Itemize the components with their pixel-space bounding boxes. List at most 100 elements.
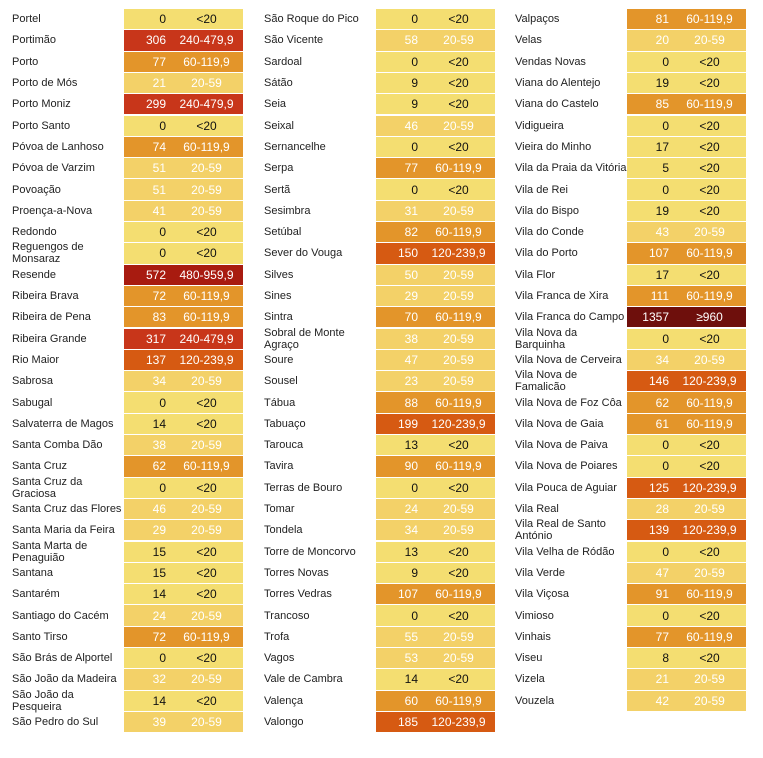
table-row: Sardoal 0 <20 xyxy=(264,51,504,72)
municipality-name: Velas xyxy=(515,34,542,47)
class-cell: 60-119,9 xyxy=(422,392,495,413)
value-cell: 62 xyxy=(124,456,170,477)
value-cell: 46 xyxy=(376,115,422,136)
table-row: Vila Real 28 20-59 xyxy=(515,498,755,520)
class-cell: <20 xyxy=(673,200,746,221)
municipality-name: Porto xyxy=(12,55,39,68)
municipality-name: Torre de Moncorvo xyxy=(264,545,356,558)
value-cell: 28 xyxy=(627,498,673,520)
class-cell: <20 xyxy=(673,264,746,285)
class-cell: 20-59 xyxy=(170,669,243,690)
municipality-name: Sátão xyxy=(264,77,293,90)
municipality-name: Tondela xyxy=(264,524,303,537)
municipality-name: Vila de Rei xyxy=(515,183,568,196)
table-row: Vila Real de Santo António 139 120-239,9 xyxy=(515,518,755,542)
value-cell: 13 xyxy=(376,541,422,562)
municipality-name: Santa Marta de Penaguião xyxy=(12,539,88,564)
class-cell: <20 xyxy=(170,243,243,264)
municipality-name: Santiago do Cacém xyxy=(12,609,109,622)
value-cell: 24 xyxy=(124,605,170,626)
value-cell: 47 xyxy=(627,562,673,584)
value-cell: 0 xyxy=(124,115,170,136)
value-cell: 14 xyxy=(124,690,170,711)
municipality-name: Povoação xyxy=(12,183,61,196)
value-cell: 61 xyxy=(627,413,673,434)
municipality-name: Ribeira Brava xyxy=(12,290,79,303)
value-cell: 72 xyxy=(124,285,170,307)
table-row: Seia 9 <20 xyxy=(264,94,504,115)
table-row: Santa Maria da Feira 29 20-59 xyxy=(12,520,252,541)
table-row: Santarém 14 <20 xyxy=(12,584,252,605)
municipality-name: Sobral de Monte Agraço xyxy=(264,326,345,351)
table-row: São Pedro do Sul 39 20-59 xyxy=(12,711,252,733)
class-cell: <20 xyxy=(673,648,746,669)
table-row: Santa Marta de Penaguião 15 <20 xyxy=(12,539,252,564)
table-row: Vila Nova de Famalicão 146 120-239,9 xyxy=(515,369,755,393)
class-cell: 60-119,9 xyxy=(673,285,746,307)
municipality-name: Santa Maria da Feira xyxy=(12,524,115,537)
class-cell: 20-59 xyxy=(422,349,495,371)
value-cell: 5 xyxy=(627,158,673,179)
table-row: Valpaços 81 60-119,9 xyxy=(515,9,755,30)
municipality-name: Torres Vedras xyxy=(264,588,332,601)
value-cell: 41 xyxy=(124,200,170,221)
value-cell: 9 xyxy=(376,72,422,94)
municipality-name: Vila Nova de Cerveira xyxy=(515,353,622,366)
class-cell: 20-59 xyxy=(422,626,495,647)
value-cell: 0 xyxy=(376,136,422,158)
class-cell: <20 xyxy=(422,9,495,30)
value-cell: 0 xyxy=(627,435,673,456)
municipality-name: Sernancelhe xyxy=(264,140,326,153)
class-cell: <20 xyxy=(170,562,243,584)
municipality-name: Vimioso xyxy=(515,609,554,622)
class-cell: 60-119,9 xyxy=(422,456,495,477)
municipality-name: Rio Maior xyxy=(12,353,60,366)
class-cell: 60-119,9 xyxy=(422,584,495,605)
value-cell: 14 xyxy=(124,413,170,434)
class-cell: 20-59 xyxy=(673,30,746,51)
class-cell: 20-59 xyxy=(673,222,746,243)
value-cell: 29 xyxy=(376,285,422,307)
table-row: Silves 50 20-59 xyxy=(264,264,504,285)
table-row: Porto Santo 0 <20 xyxy=(12,115,252,136)
table-row: Vila Nova de Poiares 0 <20 xyxy=(515,456,755,477)
class-cell: <20 xyxy=(673,179,746,200)
class-cell: <20 xyxy=(170,648,243,669)
municipality-name: Vila Nova da Barquinha xyxy=(515,326,578,351)
municipality-name: Póvoa de Lanhoso xyxy=(12,140,104,153)
class-cell: 60-119,9 xyxy=(673,243,746,264)
value-cell: 51 xyxy=(124,179,170,200)
class-cell: <20 xyxy=(673,136,746,158)
municipality-name: São João da Pesqueira xyxy=(12,688,74,713)
table-row: Torre de Moncorvo 13 <20 xyxy=(264,541,504,562)
value-cell: 83 xyxy=(124,307,170,328)
class-cell: <20 xyxy=(170,222,243,243)
class-cell: 20-59 xyxy=(422,371,495,392)
municipality-name: Vale de Cambra xyxy=(264,673,343,686)
class-cell: <20 xyxy=(170,115,243,136)
table-row: Portel 0 <20 xyxy=(12,9,252,30)
municipality-name: Sardoal xyxy=(264,55,302,68)
municipality-name: Santa Cruz das Flores xyxy=(12,503,122,516)
value-cell: 34 xyxy=(124,371,170,392)
value-cell: 88 xyxy=(376,392,422,413)
table-row: Vidigueira 0 <20 xyxy=(515,115,755,136)
municipality-name: Tábua xyxy=(264,396,296,409)
class-cell: <20 xyxy=(422,541,495,562)
value-cell: 77 xyxy=(376,158,422,179)
class-cell: 60-119,9 xyxy=(422,158,495,179)
value-cell: 572 xyxy=(124,264,170,285)
class-cell: 60-119,9 xyxy=(170,456,243,477)
value-cell: 0 xyxy=(376,477,422,498)
table-row: Viana do Castelo 85 60-119,9 xyxy=(515,94,755,115)
municipality-name: Resende xyxy=(12,268,57,281)
class-cell: <20 xyxy=(673,605,746,626)
table-row: Vila Nova de Gaia 61 60-119,9 xyxy=(515,413,755,434)
class-cell: 60-119,9 xyxy=(673,584,746,605)
table-row: Santana 15 <20 xyxy=(12,562,252,584)
class-cell: 20-59 xyxy=(673,498,746,520)
value-cell: 91 xyxy=(627,584,673,605)
table-row: Salvaterra de Magos 14 <20 xyxy=(12,413,252,434)
class-cell: 20-59 xyxy=(422,285,495,307)
municipality-name: Santa Cruz xyxy=(12,460,68,473)
